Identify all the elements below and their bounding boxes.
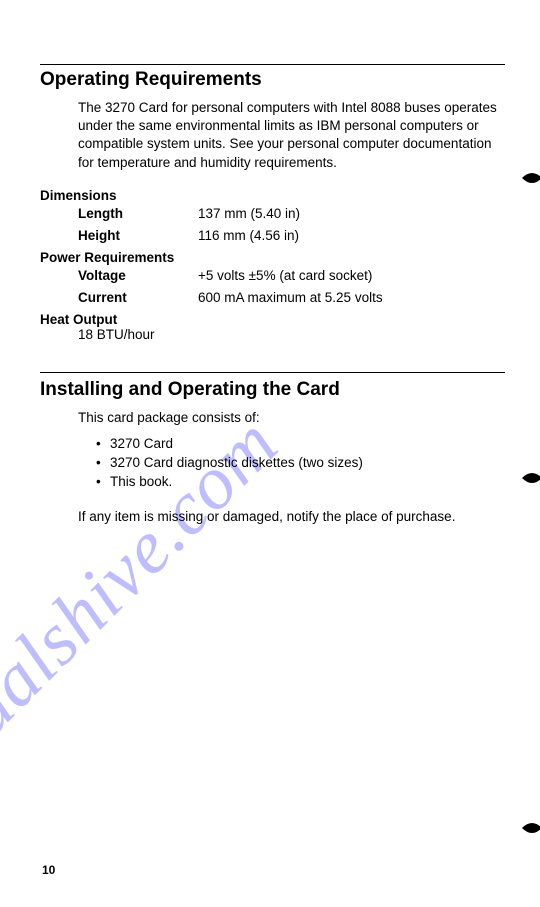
edge-mark-icon xyxy=(522,170,540,188)
package-list: 3270 Card 3270 Card diagnostic diskettes… xyxy=(96,435,505,492)
outro-paragraph: If any item is missing or damaged, notif… xyxy=(78,508,505,526)
page-number: 10 xyxy=(42,863,55,877)
section-heading-installing: Installing and Operating the Card xyxy=(40,379,505,401)
edge-mark-icon xyxy=(522,470,540,488)
spec-label: Current xyxy=(78,290,198,305)
spec-row: Height 116 mm (4.56 in) xyxy=(78,228,505,243)
spec-value: 116 mm (4.56 in) xyxy=(198,228,505,243)
subheading-heat: Heat Output xyxy=(40,312,505,327)
spec-row: Voltage +5 volts ±5% (at card socket) xyxy=(78,268,505,283)
subheading-dimensions: Dimensions xyxy=(40,188,505,203)
spec-row: Current 600 mA maximum at 5.25 volts xyxy=(78,290,505,305)
section-rule xyxy=(40,372,505,373)
page-content: Operating Requirements The 3270 Card for… xyxy=(0,0,540,572)
subheading-power: Power Requirements xyxy=(40,250,505,265)
spec-label: Height xyxy=(78,228,198,243)
spec-value: 137 mm (5.40 in) xyxy=(198,206,505,221)
heat-value: 18 BTU/hour xyxy=(78,327,505,342)
section-heading-operating: Operating Requirements xyxy=(40,69,505,91)
spec-label: Voltage xyxy=(78,268,198,283)
list-item: 3270 Card xyxy=(96,435,505,454)
section-rule xyxy=(40,64,505,65)
spec-value: 600 mA maximum at 5.25 volts xyxy=(198,290,505,305)
spec-label: Length xyxy=(78,206,198,221)
intro-paragraph: This card package consists of: xyxy=(78,409,505,427)
list-item: This book. xyxy=(96,473,505,492)
intro-paragraph: The 3270 Card for personal computers wit… xyxy=(78,99,505,172)
section-installing: Installing and Operating the Card This c… xyxy=(40,372,505,526)
edge-mark-icon xyxy=(522,820,540,838)
spec-row: Length 137 mm (5.40 in) xyxy=(78,206,505,221)
list-item: 3270 Card diagnostic diskettes (two size… xyxy=(96,454,505,473)
spec-value: +5 volts ±5% (at card socket) xyxy=(198,268,505,283)
